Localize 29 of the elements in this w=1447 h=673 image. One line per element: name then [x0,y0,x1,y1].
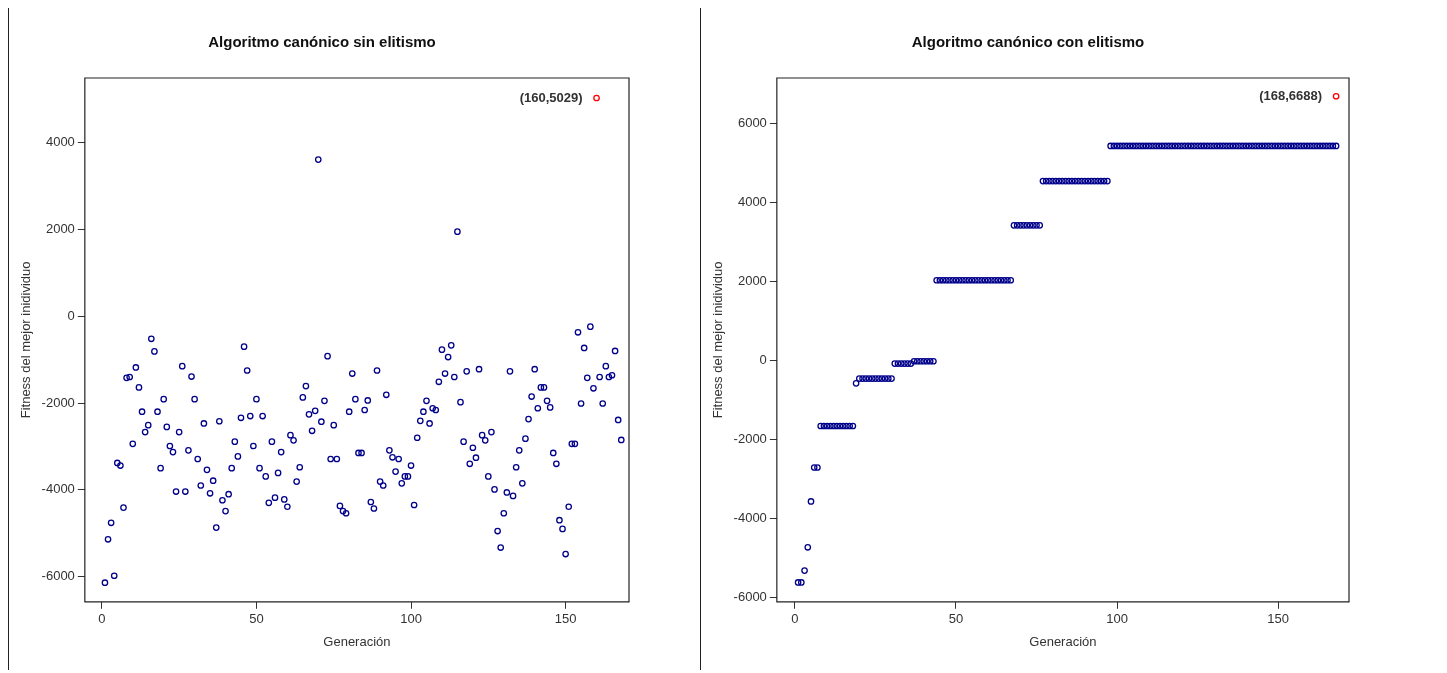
y-axis-title: Fitness del mejor inidividuo [18,261,34,419]
x-axis-title: Generación [323,633,391,649]
y-tick-label: 0 [759,352,767,368]
annotation: (168,6688) [1258,87,1322,103]
x-axis-title: Generación [1028,633,1097,649]
y-tick-label: 6000 [737,115,767,131]
y-tick-label: -4000 [41,481,75,497]
y-tick-label: 2000 [737,273,767,289]
y-tick-label: 0 [67,307,75,323]
x-tick-label: 150 [1266,611,1289,627]
chart-title: Algoritmo canónico con elitismo [911,33,1144,51]
y-tick-label: -2000 [41,394,75,410]
annotation: (160,5029) [519,89,583,105]
y-tick-label: -6000 [41,568,75,584]
x-tick-label: 0 [790,611,799,627]
x-tick-label: 0 [98,611,106,627]
x-tick-label: 150 [554,611,577,627]
x-tick-label: 100 [1105,611,1128,627]
y-axis-title: Fitness del mejor inidividuo [709,261,725,419]
y-tick-label: -6000 [733,589,767,605]
y-tick-label: -4000 [733,510,767,526]
y-tick-label: 2000 [45,221,75,237]
y-tick-label: -2000 [733,431,767,447]
chart-title: Algoritmo canónico sin elitismo [208,33,436,51]
x-tick-label: 100 [400,611,422,627]
x-tick-label: 50 [249,611,264,627]
y-tick-label: 4000 [45,134,75,150]
x-tick-label: 50 [948,611,963,627]
y-tick-label: 4000 [737,194,767,210]
